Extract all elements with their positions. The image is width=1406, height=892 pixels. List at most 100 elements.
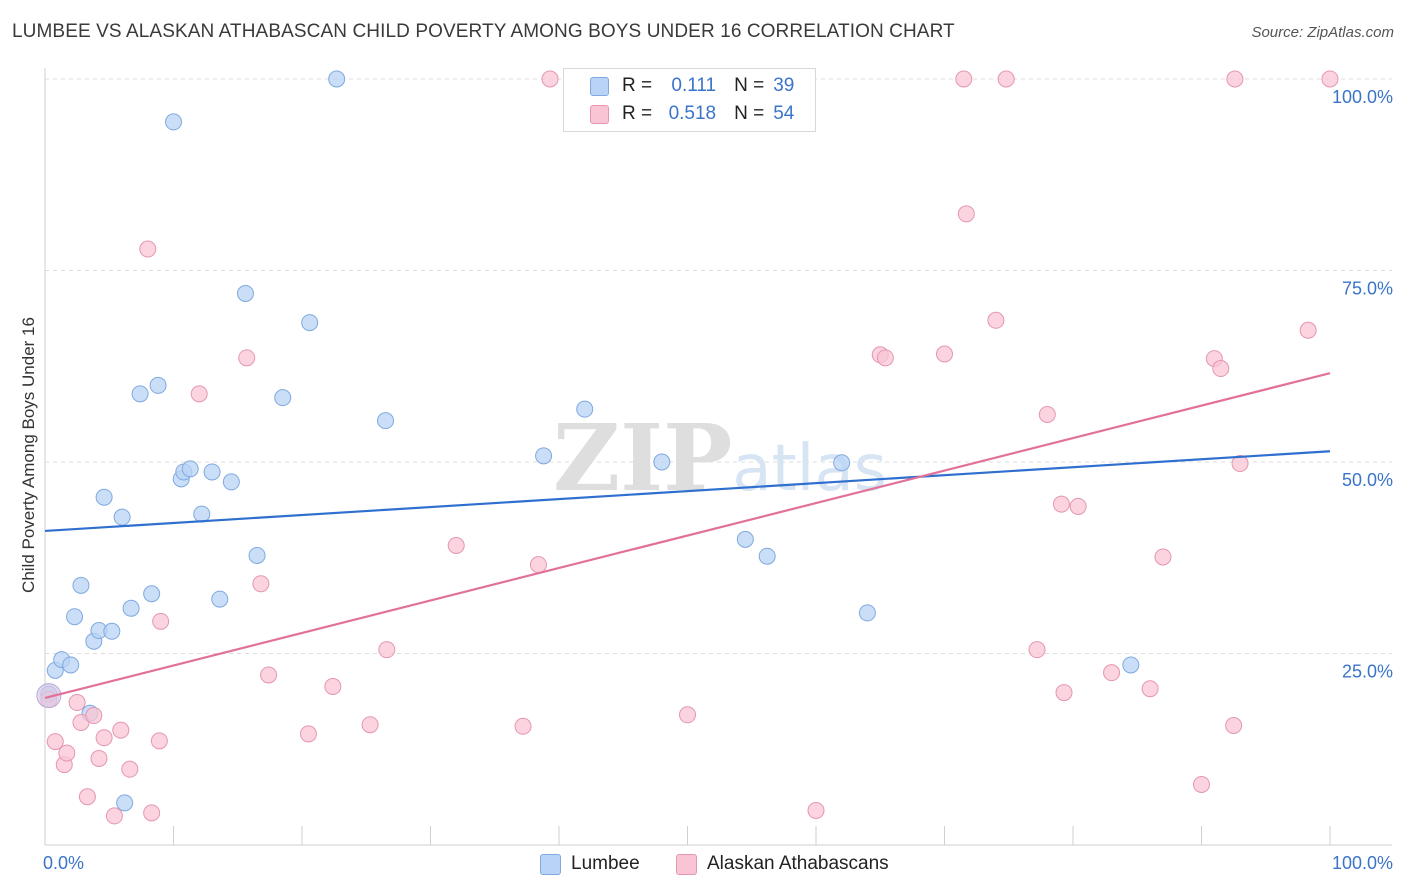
legend-n-value: 54: [773, 103, 795, 124]
point-lumbee: [66, 608, 84, 626]
point-athabascan: [1028, 641, 1046, 659]
point-lumbee: [72, 576, 90, 594]
y-tick-label: 25.0%: [1342, 662, 1393, 682]
point-athabascan: [1141, 680, 1159, 698]
point-athabascan: [1055, 684, 1073, 702]
point-lumbee: [301, 314, 319, 332]
legend-swatch-lumbee: [590, 76, 609, 96]
point-athabascan: [152, 612, 170, 630]
point-athabascan: [238, 349, 256, 367]
point-lumbee: [758, 547, 776, 565]
legend-r-label: R =: [622, 103, 653, 124]
point-athabascan: [58, 744, 76, 762]
point-athabascan: [112, 721, 130, 739]
point-lumbee: [236, 284, 254, 302]
point-athabascan: [150, 732, 168, 750]
point-athabascan: [936, 345, 953, 363]
point-athabascan: [955, 70, 973, 88]
point-athabascan: [1226, 70, 1244, 88]
bottom-legend-lumbee: Lumbee: [540, 852, 640, 876]
trendline-lumbee: [44, 450, 1331, 533]
legend-r-label: R =: [622, 75, 653, 96]
point-overlap: [36, 683, 62, 709]
point-athabascan: [1038, 406, 1056, 424]
point-athabascan: [1321, 70, 1339, 88]
trendline-athabascan: [44, 372, 1331, 699]
point-lumbee: [211, 590, 229, 608]
point-athabascan: [447, 536, 465, 554]
point-athabascan: [378, 641, 396, 659]
point-athabascan: [95, 729, 113, 747]
point-lumbee: [833, 454, 851, 472]
point-athabascan: [1052, 495, 1070, 513]
point-lumbee: [143, 585, 161, 603]
legend-n-label: N =: [734, 103, 765, 124]
point-lumbee: [203, 463, 221, 481]
point-athabascan: [105, 807, 123, 825]
point-athabascan: [987, 311, 1005, 329]
point-athabascan: [1212, 360, 1230, 378]
y-tick-label: 50.0%: [1342, 470, 1393, 490]
point-athabascan: [541, 70, 559, 88]
point-lumbee: [736, 530, 754, 548]
point-athabascan: [1154, 548, 1172, 566]
point-athabascan: [299, 725, 317, 743]
point-athabascan: [143, 804, 161, 822]
point-athabascan: [324, 677, 342, 695]
legend-swatch-athabascan: [590, 104, 609, 124]
point-lumbee: [535, 447, 553, 465]
legend-n-label: N =: [734, 75, 765, 96]
point-lumbee: [576, 400, 594, 418]
points-layer: [36, 70, 1339, 825]
point-lumbee: [377, 412, 395, 430]
point-lumbee: [193, 505, 211, 523]
point-athabascan: [876, 349, 894, 367]
y-tick-label: 100.0%: [1332, 87, 1393, 107]
point-lumbee: [274, 389, 292, 407]
y-axis-title: Child Poverty Among Boys Under 16: [19, 317, 38, 593]
point-athabascan: [139, 240, 157, 258]
point-athabascan: [1299, 321, 1317, 339]
point-athabascan: [46, 733, 64, 751]
point-athabascan: [361, 716, 379, 734]
point-athabascan: [190, 385, 208, 403]
point-lumbee: [165, 113, 182, 131]
point-athabascan: [997, 70, 1015, 88]
point-athabascan: [68, 694, 86, 712]
bottom-legend-swatch-athabascan: [676, 853, 697, 875]
point-athabascan: [1231, 455, 1249, 473]
point-athabascan: [1225, 717, 1243, 735]
point-athabascan: [85, 707, 103, 725]
x-tick-label: 0.0%: [43, 853, 84, 873]
point-lumbee: [181, 460, 199, 478]
point-athabascan: [121, 760, 139, 778]
watermark-zip: ZIP: [553, 404, 732, 512]
bottom-legend-athabascan: Alaskan Athabascans: [676, 852, 889, 876]
point-lumbee: [122, 599, 140, 617]
source-label: Source: ZipAtlas.com: [1251, 24, 1394, 41]
point-athabascan: [252, 575, 270, 593]
point-athabascan: [807, 802, 825, 820]
point-lumbee: [103, 622, 121, 640]
legend-row-athabascan: R = 0.518 N = 54: [590, 102, 794, 126]
legend-r-value: 0.518: [668, 103, 717, 124]
legend-r-value: 0.111: [671, 75, 717, 96]
bottom-legend-label-lumbee: Lumbee: [571, 853, 640, 874]
point-lumbee: [328, 70, 346, 88]
point-lumbee: [653, 453, 671, 471]
point-athabascan: [957, 205, 975, 223]
chart-title: LUMBEE VS ALASKAN ATHABASCAN CHILD POVER…: [12, 21, 955, 42]
point-lumbee: [113, 508, 131, 526]
point-athabascan: [1069, 497, 1087, 515]
point-lumbee: [95, 488, 113, 506]
point-lumbee: [1122, 656, 1140, 674]
point-lumbee: [116, 794, 134, 812]
point-athabascan: [78, 788, 96, 806]
point-athabascan: [1193, 775, 1210, 793]
point-athabascan: [514, 717, 532, 735]
legend-n-value: 39: [773, 75, 795, 96]
trend-layer: [44, 372, 1331, 699]
x-tick-label: 100.0%: [1332, 853, 1393, 873]
point-lumbee: [62, 656, 80, 674]
